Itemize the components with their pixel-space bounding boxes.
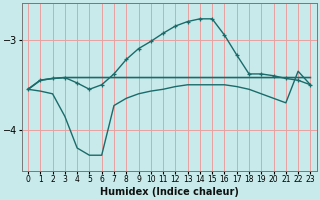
X-axis label: Humidex (Indice chaleur): Humidex (Indice chaleur) bbox=[100, 187, 239, 197]
